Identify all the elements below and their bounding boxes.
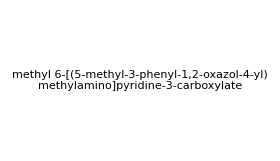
Text: methyl 6-[(5-methyl-3-phenyl-1,2-oxazol-4-yl)
methylamino]pyridine-3-carboxylate: methyl 6-[(5-methyl-3-phenyl-1,2-oxazol-… — [12, 70, 268, 91]
